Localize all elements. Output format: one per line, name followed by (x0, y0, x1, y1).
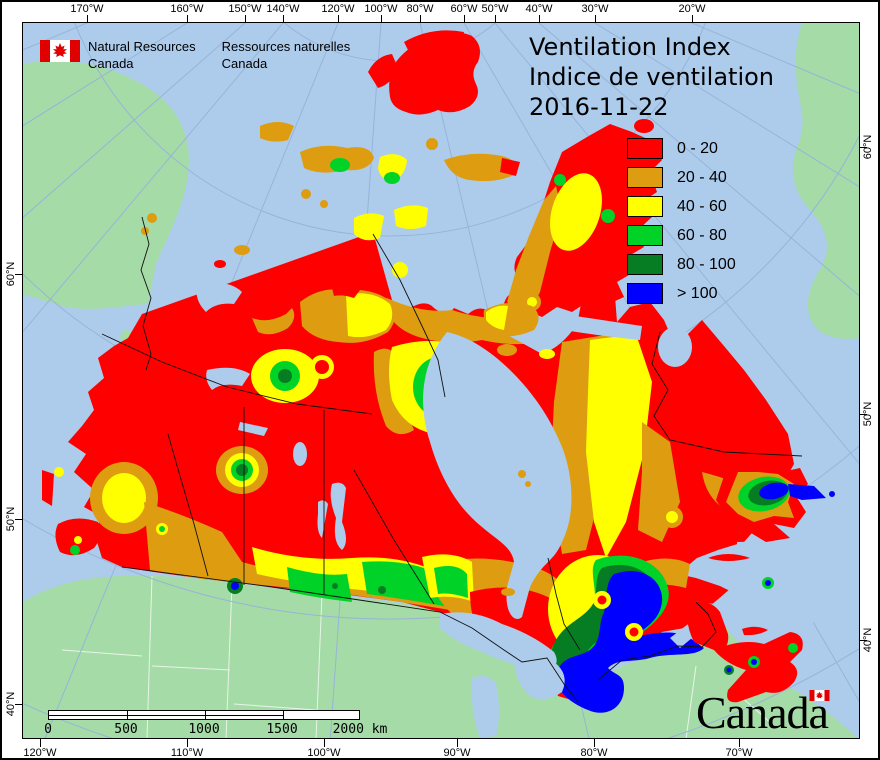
axis-tick (538, 15, 540, 23)
latitude-label: 40°N (862, 627, 874, 653)
longitude-label: 120°W (321, 3, 355, 15)
latitude-label: 60°N (5, 261, 17, 287)
axis-tick (593, 739, 595, 747)
wordmark-text: Canada (696, 687, 829, 738)
signature-fr-line2: Canada (221, 56, 268, 71)
legend-label: 0 - 20 (677, 139, 718, 157)
longitude-label: 40°W (525, 3, 553, 15)
axis-tick (456, 739, 458, 747)
legend-label: > 100 (677, 284, 718, 302)
legend: 0 - 20 20 - 40 40 - 60 60 - 80 80 - 100 > 100 (627, 134, 736, 308)
title-line-en: Ventilation Index (529, 33, 731, 61)
legend-swatch (627, 254, 663, 275)
longitude-label: 90°W (443, 747, 471, 759)
axis-tick (186, 739, 188, 747)
axis-tick (282, 15, 284, 23)
longitude-label: 80°W (580, 747, 608, 759)
legend-swatch (627, 283, 663, 304)
longitude-label: 160°W (170, 3, 204, 15)
longitude-label: 80°W (406, 3, 434, 15)
axis-tick (244, 15, 246, 23)
longitude-label: 30°W (581, 3, 609, 15)
longitude-label: 110°W (170, 747, 204, 759)
longitude-label: 50°W (481, 3, 509, 15)
legend-label: 40 - 60 (677, 197, 727, 215)
axis-tick (15, 273, 22, 275)
lakes (196, 282, 565, 738)
legend-row: 40 - 60 (627, 192, 736, 221)
canada-wordmark: Canada (696, 686, 830, 739)
scale-bar-graphic (48, 710, 360, 720)
latitude-label: 60°N (862, 134, 874, 160)
legend-label: 20 - 40 (677, 168, 727, 186)
scale-label: 1500 (266, 722, 298, 737)
axis-tick (594, 15, 596, 23)
map-canvas (22, 22, 860, 739)
legend-row: 0 - 20 (627, 134, 736, 163)
longitude-label: 140°W (266, 3, 300, 15)
longitude-label: 60°W (450, 3, 478, 15)
longitude-label: 120°W (23, 747, 57, 759)
legend-label: 60 - 80 (677, 226, 727, 244)
legend-swatch (627, 167, 663, 188)
canada-flag-icon (809, 690, 830, 701)
axis-tick (337, 15, 339, 23)
province-borders (101, 216, 803, 703)
canada-flag-icon (40, 40, 80, 62)
signature-fr-line1: Ressources naturelles (221, 39, 351, 54)
legend-row: 60 - 80 (627, 221, 736, 250)
axis-tick (860, 146, 867, 148)
axis-tick (186, 15, 188, 23)
ventilation-classes (54, 213, 774, 713)
legend-label: 80 - 100 (677, 255, 736, 273)
scale-bar-labels: 0 500 1000 1500 2000 km (44, 722, 387, 737)
longitude-label: 170°W (70, 3, 104, 15)
axis-tick (15, 518, 22, 520)
latitude-label: 50°N (862, 401, 874, 427)
scale-bar: 0 500 1000 1500 2000 km (44, 710, 387, 737)
canada-ventilation-map (23, 23, 859, 738)
axis-tick (380, 15, 382, 23)
longitude-label: 150°W (228, 3, 262, 15)
title-date: 2016-11-22 (529, 93, 669, 121)
legend-row: 20 - 40 (627, 163, 736, 192)
axis-tick (860, 639, 867, 641)
axis-tick (419, 15, 421, 23)
map-title: Ventilation Index Indice de ventilation … (529, 32, 774, 122)
legend-swatch (627, 138, 663, 159)
legend-swatch (627, 225, 663, 246)
scale-label: 1000 (188, 722, 220, 737)
atlantic-region (686, 454, 835, 703)
legend-row: 80 - 100 (627, 250, 736, 279)
signature-en-line1: Natural Resources (88, 39, 196, 54)
axis-tick (691, 15, 693, 23)
scale-label: 500 (114, 722, 138, 737)
axis-tick (15, 703, 22, 705)
scale-label: 0 (44, 722, 52, 737)
longitude-label: 70°W (725, 747, 753, 759)
longitude-label: 20°W (678, 3, 706, 15)
axis-tick (860, 413, 867, 415)
axis-tick (86, 15, 88, 23)
scale-label: 2000 km (332, 722, 388, 737)
legend-items: 0 - 20 20 - 40 40 - 60 60 - 80 80 - 100 > 100 (627, 134, 736, 308)
signature-en-line2: Canada (88, 56, 134, 71)
legend-swatch (627, 196, 663, 217)
axis-tick (323, 739, 325, 747)
legend-row: > 100 (627, 279, 736, 308)
latitude-label: 40°N (5, 691, 17, 717)
axis-tick (463, 15, 465, 23)
nrcan-signature: Natural Resources Canada Ressources natu… (40, 38, 376, 72)
longitude-label: 100°W (364, 3, 398, 15)
axis-tick (738, 739, 740, 747)
axis-tick (39, 739, 41, 747)
latitude-label: 50°N (5, 506, 17, 532)
arctic-islands (214, 30, 662, 596)
title-line-fr: Indice de ventilation (529, 63, 775, 91)
longitude-label: 100°W (307, 747, 341, 759)
axis-tick (494, 15, 496, 23)
